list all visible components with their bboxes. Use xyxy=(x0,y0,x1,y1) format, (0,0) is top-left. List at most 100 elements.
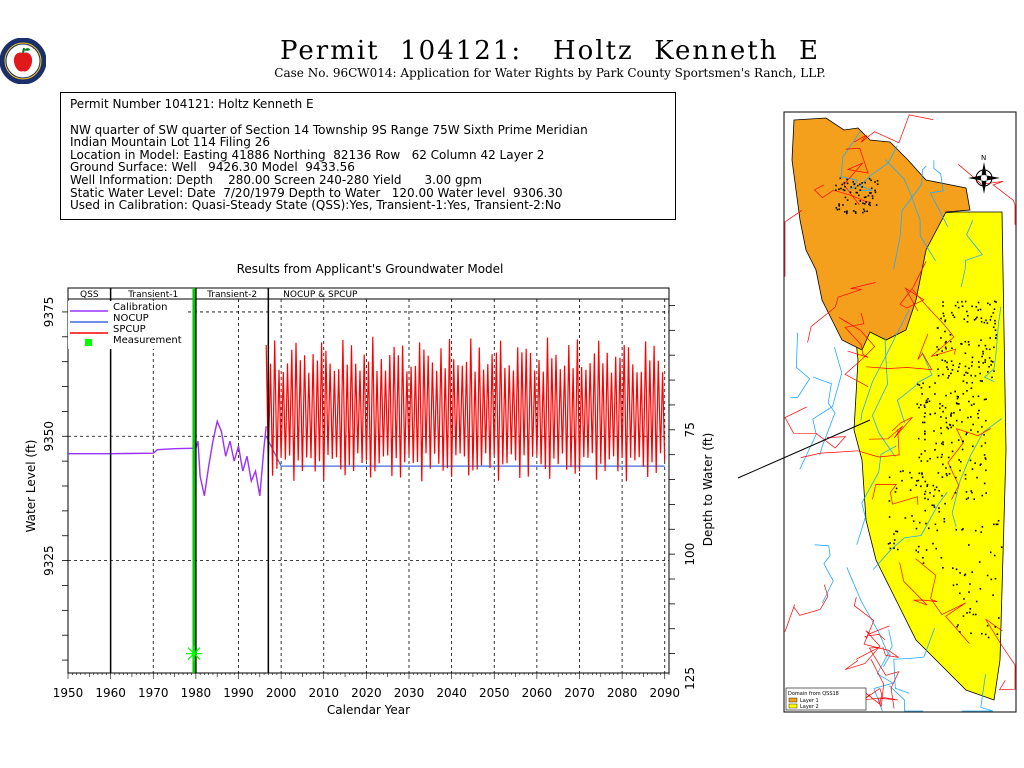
well-point xyxy=(874,189,876,192)
well-point xyxy=(971,305,973,308)
well-point xyxy=(841,183,843,186)
stream-line xyxy=(846,567,891,668)
well-point xyxy=(996,523,999,526)
well-point xyxy=(974,375,977,377)
x-tick-label: 2060 xyxy=(522,686,553,700)
period-label: Transient-1 xyxy=(127,290,178,300)
well-point xyxy=(966,612,968,614)
well-point xyxy=(995,334,998,336)
well-point xyxy=(983,434,985,436)
well-point xyxy=(951,311,953,314)
stream-line xyxy=(856,445,897,545)
y-tick-label: 9325 xyxy=(42,545,56,576)
road-line xyxy=(784,406,847,449)
well-point xyxy=(889,547,892,550)
well-point xyxy=(942,441,944,443)
well-point xyxy=(970,416,972,418)
well-point xyxy=(856,191,858,194)
well-point xyxy=(871,197,874,200)
well-point xyxy=(943,315,945,317)
well-point xyxy=(984,457,987,459)
well-point xyxy=(994,626,997,628)
well-point xyxy=(950,360,953,362)
well-point xyxy=(945,347,947,350)
well-point xyxy=(940,416,942,418)
well-point xyxy=(921,393,923,395)
well-point xyxy=(941,494,943,497)
info-line: Permit Number 104121: Holtz Kenneth E xyxy=(70,97,314,111)
page-title: Permit 104121: Holtz Kenneth E xyxy=(280,36,820,66)
well-point xyxy=(946,361,948,364)
well-point xyxy=(942,301,944,303)
well-point xyxy=(966,382,968,384)
well-point xyxy=(995,523,998,526)
well-point xyxy=(953,316,956,318)
well-point xyxy=(944,360,946,362)
well-point xyxy=(974,529,977,532)
well-point xyxy=(974,462,976,464)
well-point xyxy=(970,404,973,406)
well-point xyxy=(975,317,977,320)
well-point xyxy=(980,531,982,533)
legend-label: Measurement xyxy=(113,335,182,346)
well-point xyxy=(912,520,915,522)
well-point xyxy=(985,398,987,400)
stream-line xyxy=(888,685,924,712)
well-point xyxy=(947,377,949,379)
road-line xyxy=(807,282,876,343)
well-point xyxy=(950,426,952,429)
measurement-marker xyxy=(185,645,202,662)
well-point xyxy=(939,407,941,409)
well-point xyxy=(970,490,972,492)
well-point xyxy=(990,578,993,581)
well-point xyxy=(952,364,954,366)
well-point xyxy=(861,182,863,184)
well-point xyxy=(865,201,867,203)
well-point xyxy=(950,372,952,375)
well-point xyxy=(994,577,997,580)
well-point xyxy=(859,200,862,202)
well-point xyxy=(941,476,944,478)
series-spcup-line xyxy=(265,336,666,482)
well-point xyxy=(975,600,978,603)
well-point xyxy=(964,352,967,355)
road-line xyxy=(784,210,803,277)
well-point xyxy=(957,624,959,626)
well-point xyxy=(927,498,929,501)
well-point xyxy=(963,318,966,320)
well-point xyxy=(965,432,968,434)
well-point xyxy=(977,417,980,419)
well-point xyxy=(960,460,962,463)
well-point xyxy=(904,517,907,519)
well-point xyxy=(985,458,987,460)
period-label: NOCUP & SPCUP xyxy=(283,290,358,300)
well-point xyxy=(962,393,965,395)
well-point xyxy=(950,412,953,414)
well-point xyxy=(915,527,918,530)
well-point xyxy=(984,442,987,444)
well-point xyxy=(957,306,960,309)
well-point xyxy=(923,404,926,407)
well-point xyxy=(915,549,917,552)
map-legend-layer2: Layer 2 xyxy=(800,704,819,710)
well-point xyxy=(941,359,944,361)
well-point xyxy=(887,543,890,545)
well-point xyxy=(971,468,974,470)
well-point xyxy=(888,516,891,518)
well-point xyxy=(992,312,995,314)
well-point xyxy=(957,396,960,398)
well-point xyxy=(942,312,945,315)
plot-frame xyxy=(67,287,670,674)
well-point xyxy=(944,319,947,321)
well-point xyxy=(968,611,971,614)
well-point xyxy=(951,369,954,371)
well-point xyxy=(993,300,996,303)
well-point xyxy=(839,177,842,180)
well-point xyxy=(981,380,983,382)
well-point xyxy=(918,521,921,524)
layer1-region xyxy=(791,117,971,351)
road-line xyxy=(899,261,927,312)
well-point xyxy=(894,491,897,493)
well-point xyxy=(933,504,935,507)
